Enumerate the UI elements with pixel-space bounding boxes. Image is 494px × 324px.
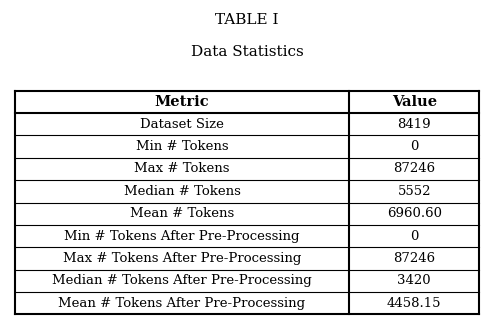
Text: Metric: Metric xyxy=(155,95,209,109)
Text: 3420: 3420 xyxy=(397,274,431,287)
Text: 0: 0 xyxy=(410,229,418,243)
Text: Min # Tokens After Pre-Processing: Min # Tokens After Pre-Processing xyxy=(64,229,300,243)
Text: 6960.60: 6960.60 xyxy=(387,207,442,220)
Text: 5552: 5552 xyxy=(397,185,431,198)
Text: Dataset Size: Dataset Size xyxy=(140,118,224,131)
Text: 4458.15: 4458.15 xyxy=(387,296,442,310)
Text: Median # Tokens After Pre-Processing: Median # Tokens After Pre-Processing xyxy=(52,274,312,287)
Text: 87246: 87246 xyxy=(393,162,435,176)
Text: Max # Tokens: Max # Tokens xyxy=(134,162,230,176)
Text: Mean # Tokens After Pre-Processing: Mean # Tokens After Pre-Processing xyxy=(58,296,306,310)
Text: Mean # Tokens: Mean # Tokens xyxy=(130,207,234,220)
Text: 8419: 8419 xyxy=(397,118,431,131)
Text: Median # Tokens: Median # Tokens xyxy=(124,185,241,198)
Text: Value: Value xyxy=(392,95,437,109)
Text: 87246: 87246 xyxy=(393,252,435,265)
Text: Max # Tokens After Pre-Processing: Max # Tokens After Pre-Processing xyxy=(63,252,301,265)
Text: Min # Tokens: Min # Tokens xyxy=(136,140,228,153)
Text: 0: 0 xyxy=(410,140,418,153)
Text: Data Statistics: Data Statistics xyxy=(191,45,303,59)
Text: TABLE I: TABLE I xyxy=(215,13,279,27)
